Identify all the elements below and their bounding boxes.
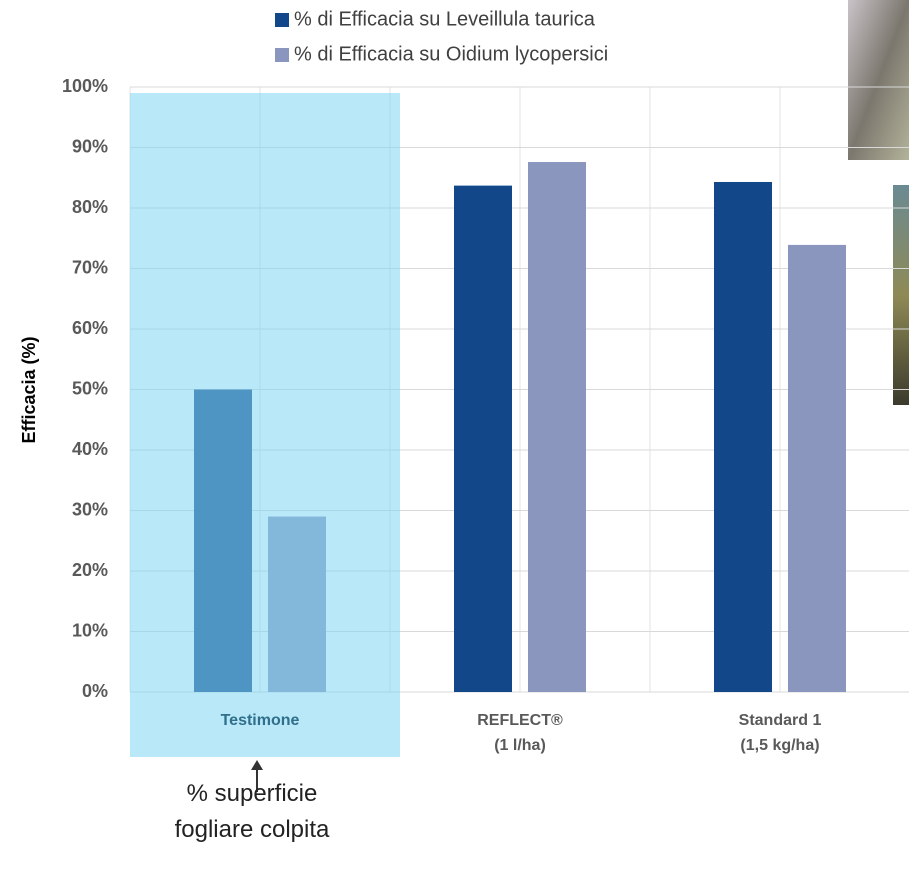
y-tick-label: 20% bbox=[72, 560, 108, 580]
y-tick-label: 60% bbox=[72, 318, 108, 338]
legend-label: % di Efficacia su Leveillula taurica bbox=[294, 8, 596, 30]
annotation: % superficie fogliare colpita bbox=[174, 780, 330, 843]
x-tick-label: REFLECT® (1 l/ha) bbox=[477, 712, 563, 754]
y-tick-label: 10% bbox=[72, 620, 108, 640]
x-tick-label: Testimone bbox=[220, 712, 300, 729]
bar bbox=[788, 244, 846, 692]
legend-swatch bbox=[275, 13, 289, 27]
y-tick-label: 0% bbox=[82, 681, 108, 701]
legend-label: % di Efficacia su Oidium lycopersici bbox=[294, 43, 608, 65]
y-axis-label: Efficacia (%) bbox=[19, 336, 39, 443]
x-tick-label: Standard 1 (1,5 kg/ha) bbox=[738, 712, 822, 754]
photo bbox=[848, 0, 909, 160]
arrow-head bbox=[251, 760, 263, 770]
y-tick-label: 100% bbox=[62, 76, 108, 96]
bar bbox=[714, 181, 772, 693]
bar bbox=[454, 185, 512, 693]
y-tick-label: 50% bbox=[72, 378, 108, 398]
y-tick-label: 40% bbox=[72, 439, 108, 459]
y-tick-label: 30% bbox=[72, 499, 108, 519]
y-tick-label: 80% bbox=[72, 197, 108, 217]
highlight bbox=[130, 93, 400, 757]
bar bbox=[528, 162, 586, 692]
y-tick-label: 70% bbox=[72, 257, 108, 277]
legend-swatch bbox=[275, 48, 289, 62]
photo bbox=[893, 185, 909, 405]
y-tick-label: 90% bbox=[72, 136, 108, 156]
